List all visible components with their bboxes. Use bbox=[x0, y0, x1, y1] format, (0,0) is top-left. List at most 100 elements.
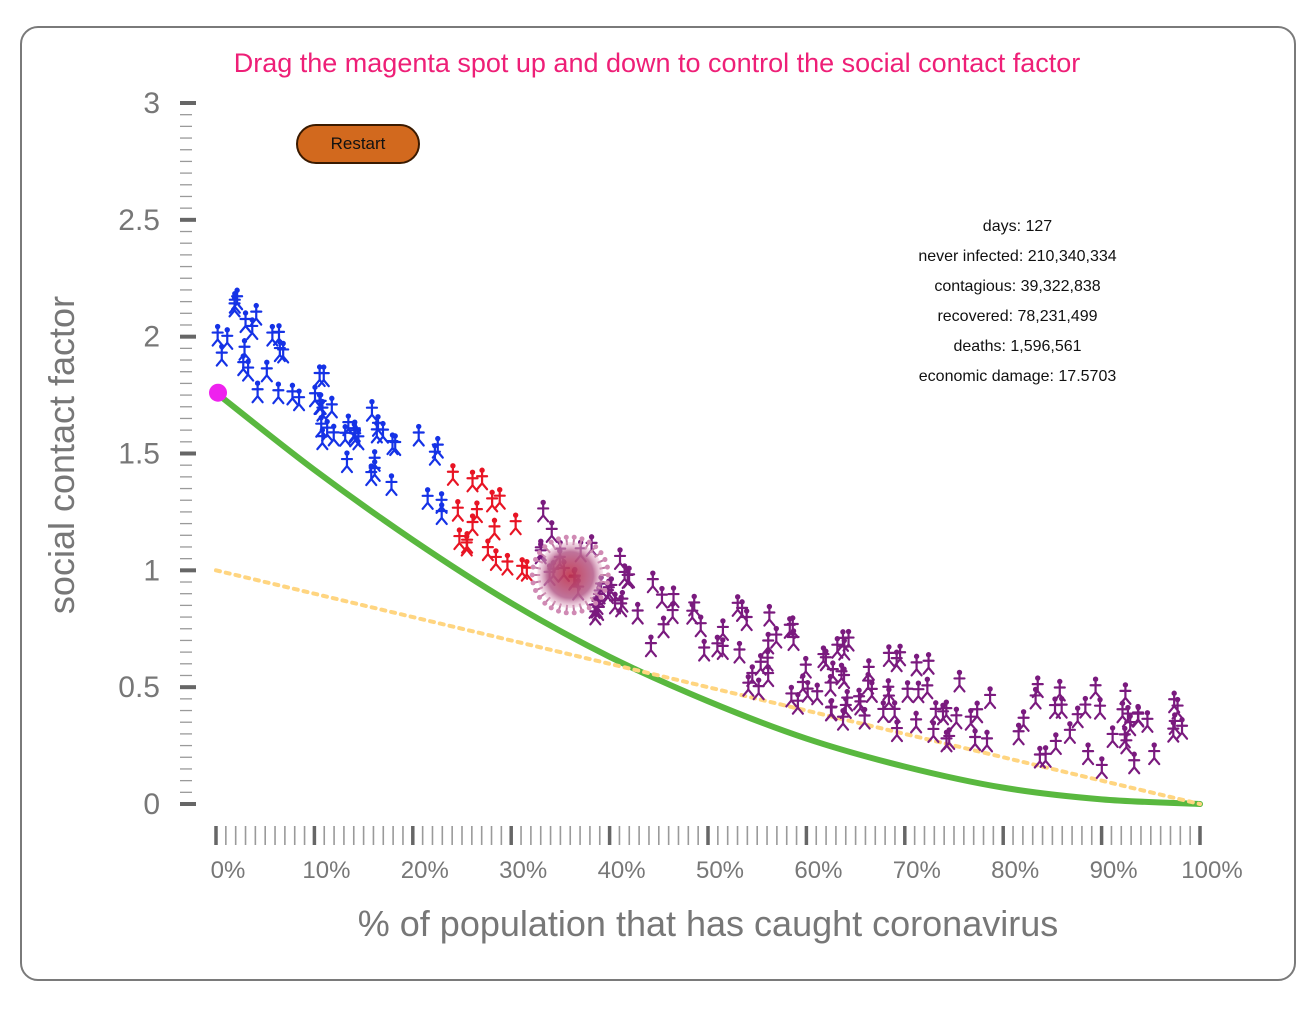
person-icon bbox=[385, 473, 398, 497]
person-leg bbox=[272, 396, 280, 405]
person-leg bbox=[1167, 734, 1175, 743]
person-leg bbox=[854, 707, 862, 716]
person-leg bbox=[901, 694, 909, 703]
person-head bbox=[913, 710, 919, 717]
person-leg bbox=[370, 413, 379, 422]
person-head bbox=[734, 594, 741, 600]
person-leg bbox=[238, 352, 246, 361]
person-icon bbox=[316, 398, 329, 422]
person-leg bbox=[882, 658, 890, 668]
person-leg bbox=[618, 577, 626, 587]
stat-contagious: contagious: 39,322,838 bbox=[934, 278, 1101, 295]
person-leg bbox=[1044, 759, 1052, 768]
person-leg bbox=[888, 714, 896, 723]
magenta-control-point[interactable] bbox=[209, 383, 227, 402]
person-icon bbox=[953, 669, 966, 693]
person-leg bbox=[1146, 724, 1154, 733]
virus-spike-tip bbox=[536, 550, 542, 556]
person-icon bbox=[910, 710, 923, 734]
person-icon bbox=[950, 706, 963, 730]
person-head bbox=[319, 427, 326, 433]
virus-spike-tip bbox=[563, 610, 569, 616]
person-icon bbox=[825, 697, 838, 721]
person-icon bbox=[509, 512, 522, 536]
person-head bbox=[820, 645, 827, 651]
restart-button[interactable]: Restart bbox=[296, 124, 420, 164]
person-icon bbox=[516, 557, 529, 580]
person-leg bbox=[1049, 746, 1057, 756]
person-head bbox=[1085, 742, 1091, 748]
person-head bbox=[755, 677, 762, 683]
person-leg bbox=[412, 438, 420, 447]
person-leg bbox=[242, 373, 250, 382]
person-head bbox=[1042, 745, 1049, 751]
person-leg bbox=[964, 722, 972, 731]
stat-economic-damage: economic damage: 17.5703 bbox=[918, 368, 1117, 385]
person-leg bbox=[435, 516, 443, 526]
person-head bbox=[1067, 721, 1073, 727]
person-leg bbox=[1176, 711, 1184, 720]
person-leg bbox=[646, 585, 654, 594]
person-head bbox=[455, 499, 461, 505]
person-head bbox=[885, 678, 892, 684]
person-head bbox=[342, 424, 348, 430]
person-leg bbox=[466, 484, 474, 493]
person-leg bbox=[898, 658, 907, 667]
person-head bbox=[485, 538, 491, 544]
person-leg bbox=[228, 309, 236, 318]
person-leg bbox=[297, 403, 306, 412]
x-tick-label: 40% bbox=[598, 857, 646, 884]
person-leg bbox=[417, 438, 425, 447]
person-icon bbox=[446, 463, 460, 486]
person-leg bbox=[811, 697, 819, 706]
people-layer bbox=[211, 287, 1189, 780]
person-head bbox=[943, 729, 950, 736]
person-head bbox=[464, 533, 470, 540]
person-head bbox=[913, 653, 920, 660]
person-icon bbox=[893, 643, 907, 667]
person-leg bbox=[863, 721, 871, 730]
person-leg bbox=[698, 653, 706, 662]
person-leg bbox=[256, 395, 264, 404]
person-icon bbox=[421, 487, 434, 510]
control-layer[interactable] bbox=[209, 383, 227, 402]
person-icon bbox=[1168, 690, 1181, 714]
person-head bbox=[841, 666, 847, 672]
person-icon bbox=[858, 706, 871, 730]
person-leg bbox=[489, 562, 498, 572]
person-head bbox=[380, 420, 386, 427]
person-leg bbox=[846, 703, 854, 712]
person-leg bbox=[817, 659, 825, 669]
person-icon bbox=[451, 499, 464, 522]
person-leg bbox=[968, 742, 977, 752]
person-icon bbox=[1095, 756, 1108, 780]
person-leg bbox=[910, 668, 918, 677]
person-head bbox=[800, 673, 806, 679]
person-leg bbox=[1111, 739, 1119, 749]
person-head bbox=[219, 343, 225, 350]
person-icon bbox=[763, 603, 776, 627]
person-icon bbox=[882, 644, 895, 668]
person-leg bbox=[365, 413, 374, 422]
person-head bbox=[491, 517, 498, 524]
person-leg bbox=[440, 505, 448, 514]
person-leg bbox=[655, 600, 664, 609]
person-leg bbox=[890, 733, 899, 743]
person-head bbox=[538, 541, 544, 547]
person-leg bbox=[929, 714, 937, 723]
person-leg bbox=[313, 406, 321, 416]
person-leg bbox=[435, 505, 443, 514]
virus-spike-tip bbox=[598, 594, 604, 600]
person-leg bbox=[948, 741, 956, 751]
person-leg bbox=[1039, 759, 1047, 768]
person-leg bbox=[627, 580, 636, 589]
virus-spike-tip bbox=[598, 550, 604, 556]
person-head bbox=[650, 570, 656, 576]
person-leg bbox=[796, 687, 804, 697]
person-icon bbox=[488, 517, 501, 541]
person-leg bbox=[1029, 701, 1037, 710]
person-leg bbox=[1141, 724, 1149, 733]
virus-spike-tip bbox=[530, 580, 536, 586]
person-head bbox=[489, 489, 495, 496]
